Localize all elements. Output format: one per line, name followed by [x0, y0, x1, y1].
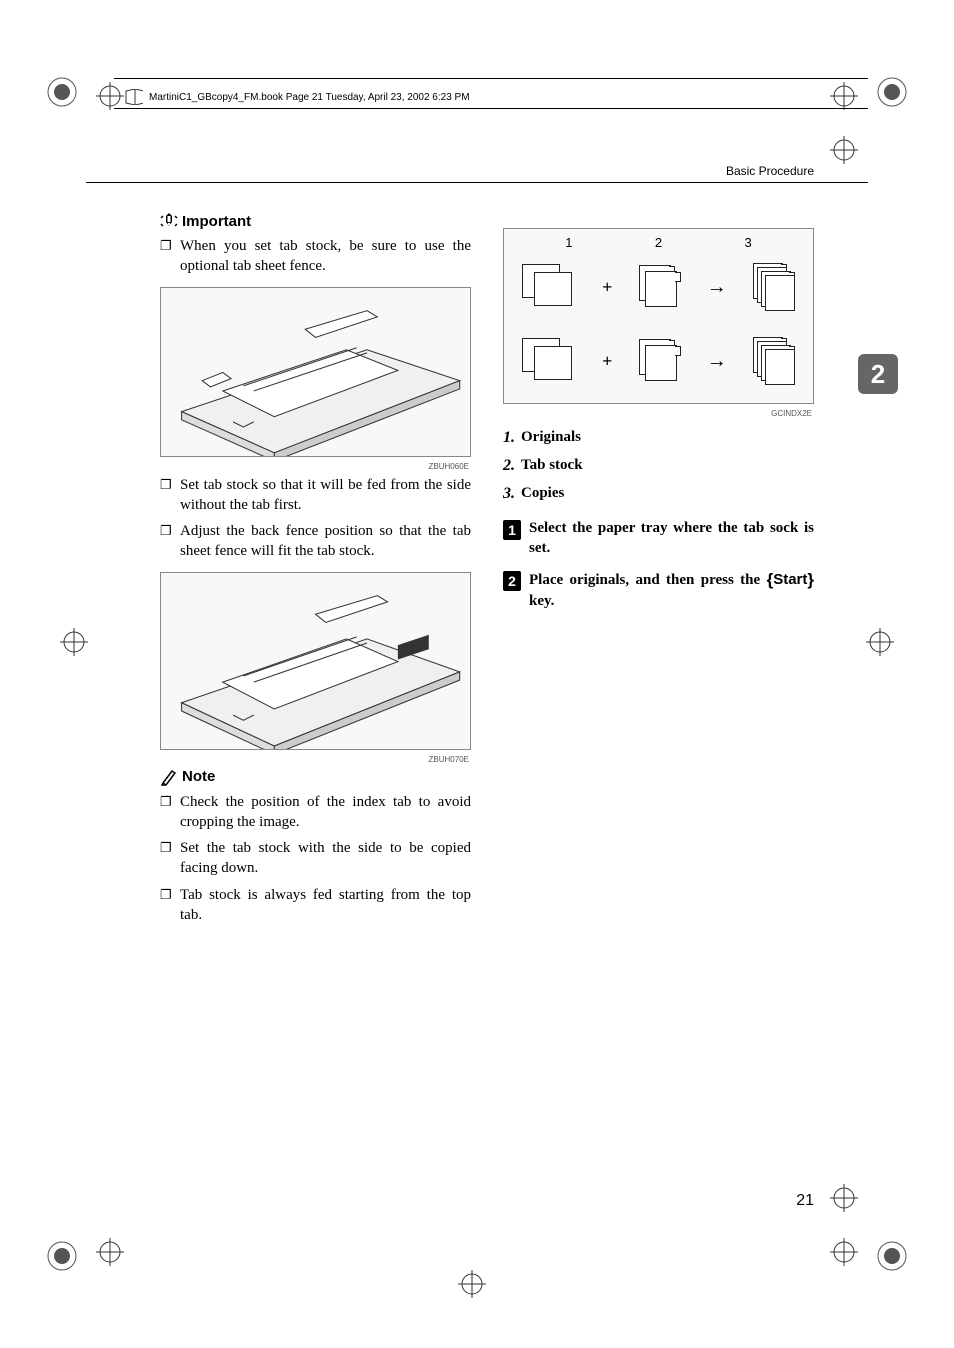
legend-num: 3. [503, 482, 515, 506]
chapter-tab: 2 [858, 354, 898, 394]
page-number: 21 [796, 1192, 814, 1210]
register-icon [830, 1238, 858, 1266]
step-text: Select the paper tray where the tab sock… [529, 518, 814, 559]
figure-tray-2: ZBUH070E [160, 572, 471, 750]
crop-icon [42, 1236, 82, 1276]
legend-num: 2. [503, 454, 515, 478]
register-icon [830, 136, 858, 164]
legend-item: 1. Originals [503, 426, 814, 450]
originals-stack-icon [522, 338, 576, 384]
legend-item: 3. Copies [503, 482, 814, 506]
legend-num: 1. [503, 426, 515, 450]
register-icon [60, 628, 88, 656]
step-text-after: key. [529, 593, 554, 609]
list-item: Tab stock is always fed starting from th… [160, 885, 471, 926]
important-heading-text: Important [182, 213, 251, 230]
register-icon [96, 82, 124, 110]
diagram-label: 3 [745, 235, 752, 250]
mid-list: Set tab stock so that it will be fed fro… [160, 475, 471, 562]
diagram-row: + → [522, 333, 795, 389]
important-list: When you set tab stock, be sure to use t… [160, 236, 471, 277]
copies-stack-icon [753, 263, 795, 311]
legend-label: Originals [521, 426, 581, 450]
note-icon [160, 768, 178, 786]
figure-diagram: 1 2 3 + → [503, 228, 814, 404]
register-icon [458, 1270, 486, 1298]
figure-caption: ZBUH070E [429, 755, 469, 764]
figure-caption: ZBUH060E [429, 462, 469, 471]
book-icon [125, 88, 143, 106]
step-text-before: Place originals, and then press the [529, 572, 767, 588]
register-icon [866, 628, 894, 656]
list-item: Set tab stock so that it will be fed fro… [160, 475, 471, 516]
crop-icon [42, 72, 82, 112]
framemaker-header-text: MartiniC1_GBcopy4_FM.book Page 21 Tuesda… [149, 92, 470, 103]
step-item: 1 Select the paper tray where the tab so… [503, 518, 814, 559]
arrow-icon: → [707, 350, 727, 373]
step-item: 2 Place originals, and then press the {S… [503, 569, 814, 612]
originals-stack-icon [522, 264, 576, 310]
key-label: Start [773, 571, 807, 588]
list-item: Check the position of the index tab to a… [160, 792, 471, 833]
legend-label: Copies [521, 482, 564, 506]
plus-icon: + [602, 277, 612, 298]
legend-list: 1. Originals 2. Tab stock 3. Copies [503, 426, 814, 506]
crop-icon [872, 72, 912, 112]
figure-tray-1: ZBUH060E [160, 287, 471, 457]
note-heading-text: Note [182, 768, 215, 785]
list-item: Set the tab stock with the side to be co… [160, 838, 471, 879]
step-number-badge: 2 [503, 571, 521, 591]
copies-stack-icon [753, 337, 795, 385]
tray-illustration-icon [161, 288, 470, 457]
header-rule [86, 182, 868, 183]
figure-caption: GCINDX2E [771, 409, 812, 418]
list-item: Adjust the back fence position so that t… [160, 521, 471, 562]
key-bracket-close: } [807, 570, 814, 589]
framemaker-header: MartiniC1_GBcopy4_FM.book Page 21 Tuesda… [125, 88, 470, 106]
plus-icon: + [602, 351, 612, 372]
tabstock-icon [639, 265, 681, 309]
register-icon [830, 1184, 858, 1212]
arrow-icon: → [707, 276, 727, 299]
important-heading: Important [160, 212, 471, 230]
register-icon [830, 82, 858, 110]
running-header: Basic Procedure [726, 164, 814, 178]
important-icon [160, 212, 178, 230]
list-item: When you set tab stock, be sure to use t… [160, 236, 471, 277]
right-column: 1 2 3 + → [503, 212, 814, 935]
header-bottom-rule [114, 108, 868, 109]
note-list: Check the position of the index tab to a… [160, 792, 471, 926]
step-text: Place originals, and then press the {Sta… [529, 569, 814, 612]
note-heading: Note [160, 768, 471, 786]
step-number-badge: 1 [503, 520, 521, 540]
legend-label: Tab stock [521, 454, 583, 478]
tray-illustration-icon [161, 573, 470, 750]
left-column: Important When you set tab stock, be sur… [160, 212, 471, 935]
diagram-label: 2 [655, 235, 662, 250]
tabstock-icon [639, 339, 681, 383]
diagram-labels: 1 2 3 [504, 235, 813, 250]
header-top-rule [114, 78, 868, 79]
legend-item: 2. Tab stock [503, 454, 814, 478]
register-icon [96, 1238, 124, 1266]
crop-icon [872, 1236, 912, 1276]
diagram-label: 1 [565, 235, 572, 250]
diagram-row: + → [522, 259, 795, 315]
